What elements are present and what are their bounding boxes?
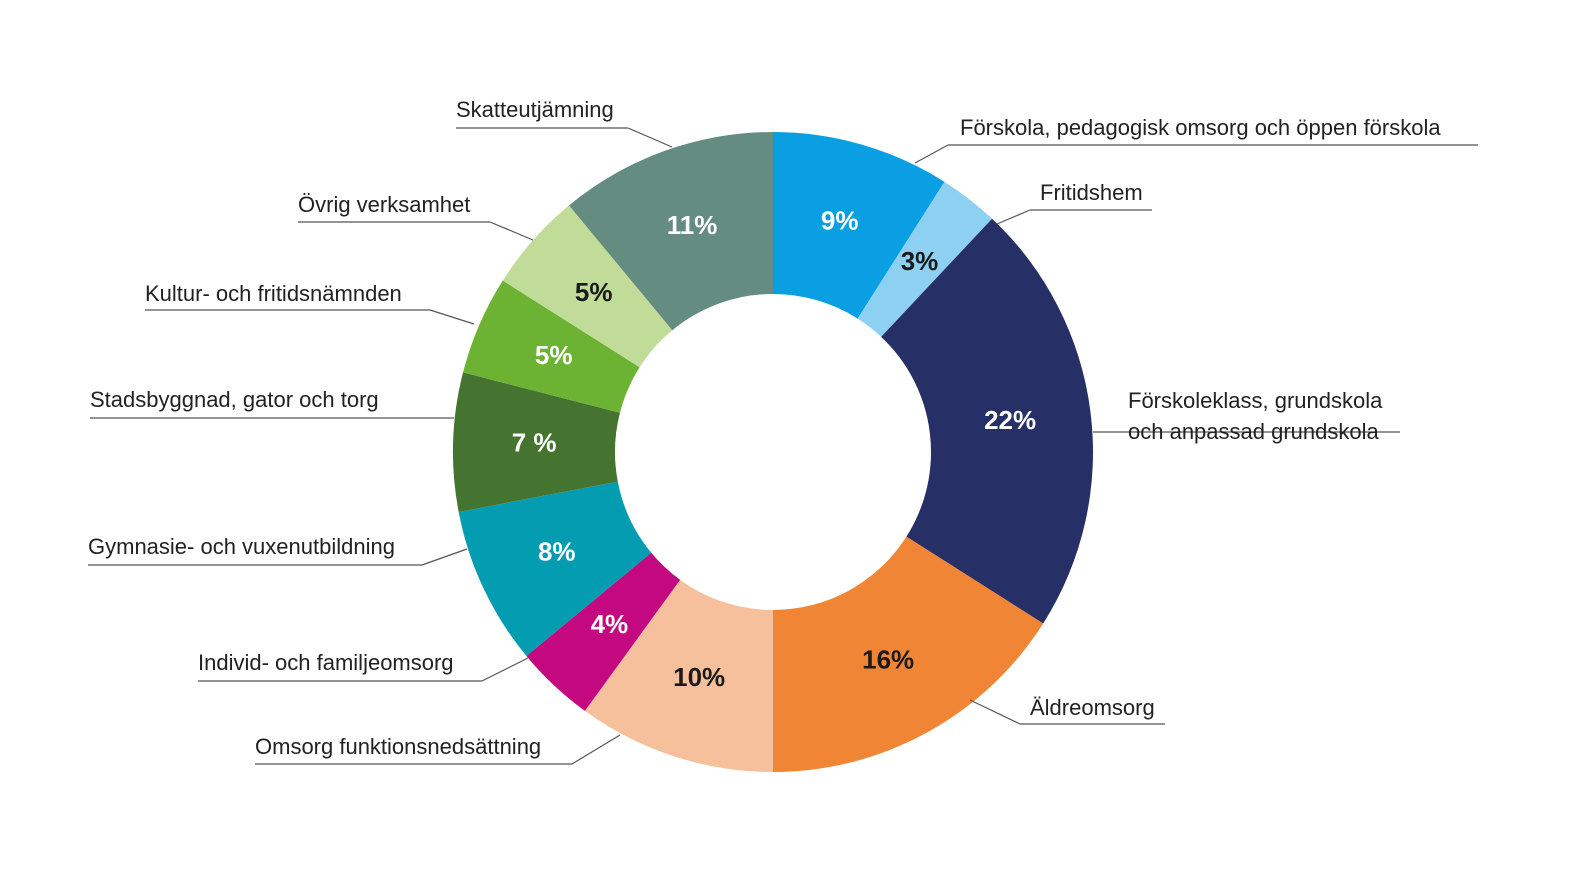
leader-line [996,209,1031,225]
slice [881,218,1093,624]
slice [569,132,773,331]
leader-line [429,309,475,325]
leader-line [421,548,468,566]
value-label: 3% [901,246,939,276]
leader-line [571,734,621,765]
category-label: Fritidshem [1040,180,1143,205]
category-label: Övrig verksamhet [298,192,471,217]
category-label: Omsorg funktionsnedsättning [255,734,542,759]
category-label: Förskola, pedagogisk omsorg och öppen fö… [960,115,1441,140]
category-label: Skatteutjämning [456,97,614,122]
value-label: 4% [591,609,629,639]
value-label: 9% [821,205,859,235]
value-label: 5% [535,340,573,370]
leader-line [489,221,534,241]
slice [463,280,640,413]
leader-line [914,144,949,164]
value-label: 11% [667,210,718,240]
slice [584,579,773,773]
slice [857,181,993,337]
slice [502,205,673,368]
category-label: Gymnasie- och vuxenutbildning [88,534,395,559]
value-label: 8% [538,537,576,567]
value-label: 5% [575,277,613,307]
leader-line [627,127,673,148]
slice [526,552,681,711]
category-label: Kultur- och fritidsnämnden [145,281,402,306]
value-label: 7 % [512,427,557,457]
slice [458,481,652,656]
slice [773,536,1044,772]
slice [453,372,620,512]
leader-line [481,657,529,682]
category-label: Stadsbyggnad, gator och torg [90,387,379,412]
value-label: 16% [862,644,914,674]
category-label: Individ- och familjeomsorg [198,650,454,675]
value-label: 10% [673,662,725,692]
leader-line [969,699,1021,725]
value-label: 22% [984,405,1036,435]
category-label: Äldreomsorg [1030,695,1155,720]
slice [773,132,945,319]
category-label: Förskoleklass, grundskola och anpassad g… [1128,388,1383,444]
